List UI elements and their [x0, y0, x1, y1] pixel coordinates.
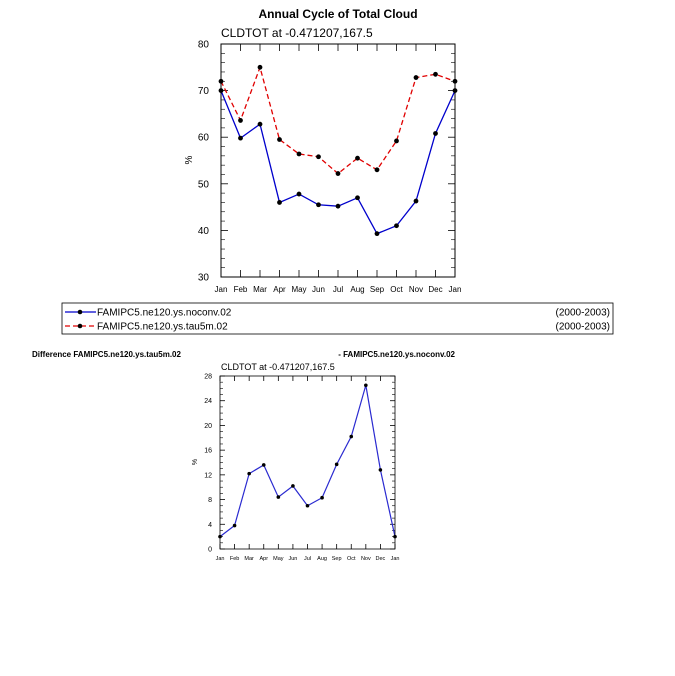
chart2-xtick-label: Mar: [244, 556, 254, 562]
chart1-series2-points: [218, 64, 458, 176]
chart2-xtick-label: Apr: [259, 556, 268, 562]
chart2-plot-frame: [219, 375, 396, 550]
chart1-title: Annual Cycle of Total Cloud: [258, 7, 417, 21]
c1-series1-point: [257, 121, 263, 127]
c2-series1-point: [305, 503, 310, 508]
chart2-xtick-label: Nov: [361, 556, 371, 562]
c2-series1-point: [291, 484, 295, 488]
chart2-title-right: - FAMIPC5.ne120.ys.noconv.02: [338, 350, 455, 359]
chart2-ytick-label: 28: [204, 374, 212, 381]
chart2-xtick-label: Sep: [332, 556, 342, 562]
c1-series2-point: [238, 118, 243, 123]
chart2-xtick-label: May: [273, 556, 284, 562]
chart1-xtick-label: Sep: [370, 285, 385, 294]
c1-series1-point: [355, 195, 360, 201]
legend-series1-marker: [77, 309, 83, 315]
legend-series1-period: (2000-2003): [556, 308, 610, 319]
chart1-xtick-label: May: [291, 285, 306, 294]
chart2-ytick-label: 8: [208, 497, 212, 504]
c1-series1-point: [374, 231, 380, 237]
chart1-xtick-label: Feb: [234, 285, 248, 294]
chart1-ytick-label: 40: [198, 226, 210, 237]
c1-series2-point: [355, 155, 360, 161]
chart1-series2-line: [220, 65, 456, 175]
c1-series1-point: [238, 135, 243, 141]
chart2-ytick-label: 24: [204, 398, 212, 405]
chart2-xtick-label: Dec: [376, 556, 386, 562]
chart1-xtick-label: Jul: [333, 285, 343, 294]
chart1-plot-frame: [220, 43, 456, 278]
c2-series1-point: [378, 468, 383, 472]
chart1-series1-line: [220, 90, 456, 235]
c2-series1-point: [232, 523, 237, 528]
c2-series1-point: [334, 462, 339, 467]
c1-series1-point: [277, 200, 282, 205]
chart1-ytick-label: 50: [198, 179, 210, 190]
chart2-ytick-label: 16: [204, 448, 212, 455]
legend-series1-name: FAMIPC5.ne120.ys.noconv.02: [97, 308, 232, 319]
c1-series2-point: [433, 71, 438, 77]
c1-series1-point: [433, 131, 438, 136]
c1-series2-point: [335, 171, 341, 176]
chart2-ytick-label: 0: [208, 547, 212, 554]
c1-series1-point: [316, 202, 321, 208]
c2-series1-point: [247, 471, 251, 476]
c1-series1-point: [413, 198, 419, 204]
chart2-ytick-label: 12: [204, 472, 212, 479]
chart1-xtick-label: Oct: [390, 285, 403, 294]
legend-series2-name: FAMIPC5.ne120.ys.tau5m.02: [97, 322, 228, 333]
chart2-xtick-label: Jan: [216, 556, 225, 562]
chart1-xtick-label: Dec: [428, 285, 442, 294]
chart2-xtick-label: Jul: [304, 556, 311, 562]
chart1-ytick-label: 60: [198, 133, 210, 144]
c2-series1-point: [349, 434, 354, 439]
chart2-ylabel: %: [192, 459, 199, 465]
chart1-ytick-label: 80: [198, 40, 210, 51]
c1-series2-point: [257, 64, 263, 70]
c2-series1-point: [320, 495, 324, 500]
c2-series1-point: [364, 383, 368, 388]
chart1-series1-points: [218, 88, 458, 237]
chart2-xtick-label: Oct: [347, 556, 356, 562]
c1-series1-point: [335, 203, 341, 209]
chart2-x-tick-labels: Jan Feb Mar Apr May Jun Jul Aug Sep Oct …: [216, 556, 400, 562]
chart1-x-tick-labels: Jan Feb Mar Apr May Jun Jul Aug Sep Oct …: [215, 285, 462, 294]
chart1-xtick-label: Nov: [409, 285, 423, 294]
chart2-y-tick-labels: 0 4 8 12 16 20 24 28: [204, 374, 212, 554]
chart1-ylabel: %: [184, 155, 195, 164]
c2-series1-point: [276, 495, 281, 499]
chart2-xtick-label: Aug: [317, 556, 327, 562]
c1-series1-point: [394, 223, 399, 229]
chart1-xtick-label: Jun: [312, 285, 325, 294]
chart2-ytick-label: 20: [204, 423, 212, 430]
chart2-subtitle: CLDTOT at -0.471207,167.5: [221, 362, 335, 372]
chart1-ytick-label: 30: [198, 273, 210, 284]
c1-series2-point: [394, 138, 399, 144]
chart2-xtick-label: Jan: [391, 556, 400, 562]
chart1-xtick-label: Mar: [253, 285, 267, 294]
chart1-xtick-label: Apr: [273, 285, 286, 294]
c1-series2-point: [296, 151, 302, 157]
c1-series2-point: [316, 154, 321, 160]
c1-series2-point: [374, 167, 380, 173]
c1-series1-point: [296, 191, 302, 197]
chart1-xtick-label: Aug: [350, 285, 364, 294]
chart1-ytick-label: 70: [198, 86, 210, 97]
c2-series1-point: [261, 463, 266, 467]
chart2-title-left: Difference FAMIPC5.ne120.ys.tau5m.02: [32, 350, 182, 359]
c1-series2-point: [413, 75, 419, 80]
chart2-xtick-label: Jun: [288, 556, 297, 562]
c1-series2-point: [277, 137, 282, 142]
chart1-y-tick-labels: 30 40 50 60 70 80: [198, 40, 210, 284]
chart2-ytick-label: 4: [208, 522, 212, 529]
legend-series2-marker: [77, 323, 83, 329]
legend-series2-period: (2000-2003): [556, 322, 610, 333]
legend-box: [61, 302, 614, 335]
chart1-subtitle: CLDTOT at -0.471207,167.5: [221, 26, 373, 40]
chart1-xtick-label: Jan: [215, 285, 228, 294]
chart2-xtick-label: Feb: [230, 556, 239, 562]
chart2-difference-line: [219, 385, 396, 538]
chart1-xtick-label: Jan: [449, 285, 462, 294]
